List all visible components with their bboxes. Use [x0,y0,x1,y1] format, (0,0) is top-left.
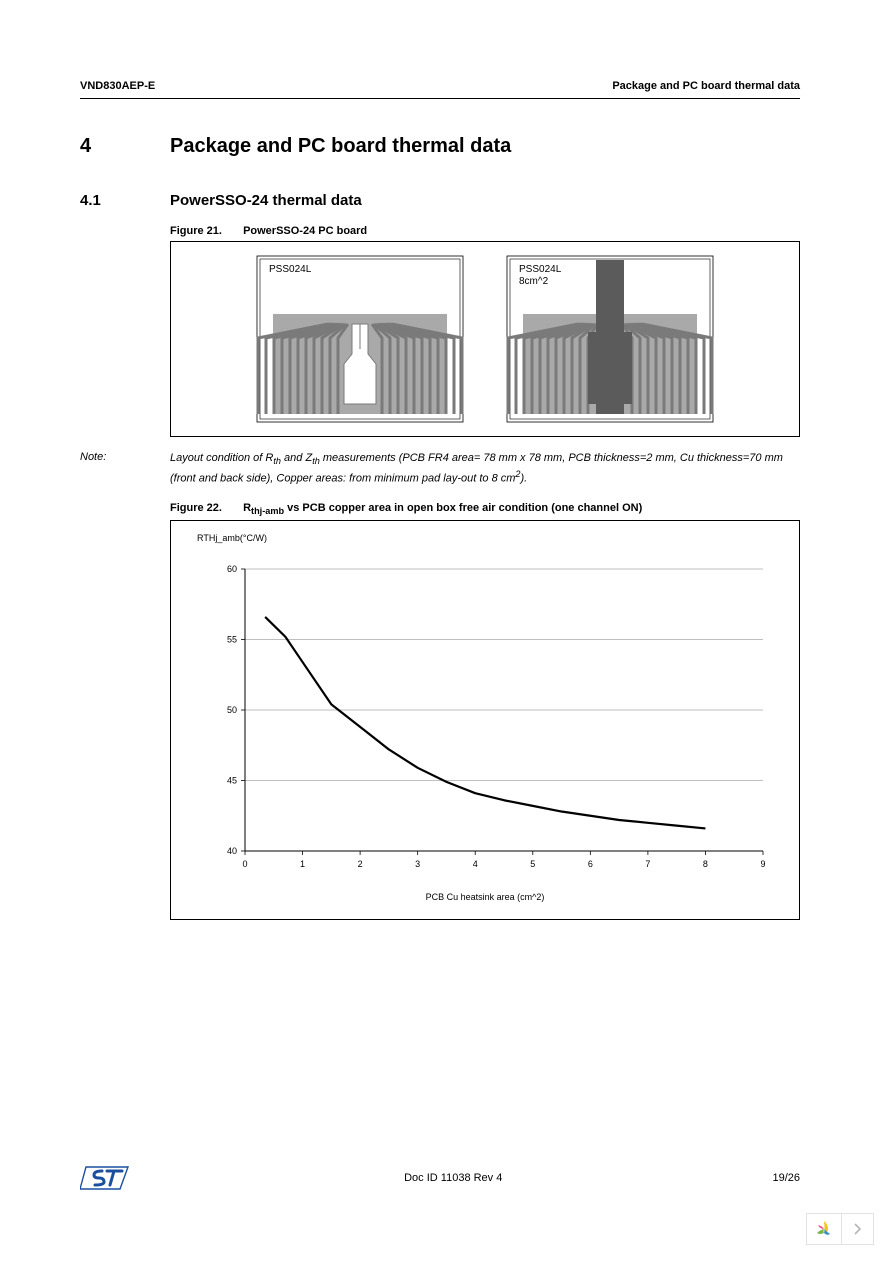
doc-id: Doc ID 11038 Rev 4 [404,1172,502,1184]
subsection-title: PowerSSO-24 thermal data [170,192,362,209]
page-number: 19/26 [772,1172,800,1184]
svg-text:5: 5 [530,859,535,869]
pcb-board-left: PSS024L [255,254,465,424]
subsection-number: 4.1 [80,192,170,209]
svg-text:3: 3 [415,859,420,869]
figure21-caption: Figure 21. PowerSSO-24 PC board [170,225,800,237]
page-header: VND830AEP-E Package and PC board thermal… [80,80,800,99]
svg-text:1: 1 [300,859,305,869]
svg-text:50: 50 [227,705,237,715]
st-logo [80,1163,134,1193]
figure21-box: PSS024L PSS024L8cm^2 [170,241,800,437]
figure22-label: Figure 22. [170,502,240,514]
nav-widget [806,1213,874,1245]
svg-text:4: 4 [473,859,478,869]
section-heading: 4 Package and PC board thermal data [80,135,800,158]
section-title: Package and PC board thermal data [170,135,511,158]
header-right: Package and PC board thermal data [612,80,800,92]
note-row: Note: Layout condition of Rth and Zth me… [80,451,800,486]
svg-text:0: 0 [242,859,247,869]
svg-text:60: 60 [227,564,237,574]
svg-text:PSS024L: PSS024L [269,264,312,275]
chart-xlabel: PCB Cu heatsink area (cm^2) [189,892,781,902]
svg-text:7: 7 [645,859,650,869]
page-footer: Doc ID 11038 Rev 4 19/26 [80,1163,800,1193]
chart-ylabel: RTHj_amb(°C/W) [197,533,267,543]
pcb-board-right: PSS024L8cm^2 [505,254,715,424]
note-body: Layout condition of Rth and Zth measurem… [170,451,800,486]
page: VND830AEP-E Package and PC board thermal… [80,80,800,920]
svg-text:6: 6 [588,859,593,869]
section-number: 4 [80,135,170,158]
svg-text:55: 55 [227,635,237,645]
svg-text:8cm^2: 8cm^2 [519,276,549,287]
note-label: Note: [80,451,170,486]
header-left: VND830AEP-E [80,80,155,92]
pcb-boards-row: PSS024L PSS024L8cm^2 [183,254,787,424]
nav-logo-icon[interactable] [807,1214,841,1244]
svg-text:PSS024L: PSS024L [519,264,562,275]
thermal-chart: 40455055600123456789 [203,551,783,881]
svg-text:40: 40 [227,846,237,856]
subsection-heading: 4.1 PowerSSO-24 thermal data [80,192,800,209]
svg-text:45: 45 [227,776,237,786]
figure22-caption: Figure 22. Rthj-amb vs PCB copper area i… [170,502,800,516]
svg-text:9: 9 [760,859,765,869]
figure22-chartbox: RTHj_amb(°C/W) 40455055600123456789 PCB … [170,520,800,920]
svg-text:2: 2 [358,859,363,869]
figure21-title: PowerSSO-24 PC board [243,225,367,237]
chevron-right-icon [854,1223,862,1235]
nav-next-button[interactable] [841,1214,873,1244]
figure22-title: Rthj-amb vs PCB copper area in open box … [243,502,642,514]
svg-text:8: 8 [703,859,708,869]
figure21-label: Figure 21. [170,225,240,237]
